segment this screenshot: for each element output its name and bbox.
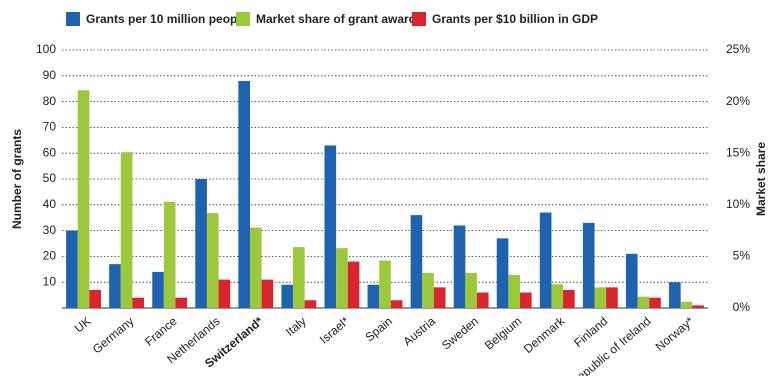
- bar: [669, 282, 681, 308]
- bar: [433, 287, 446, 308]
- bar: [238, 80, 250, 309]
- bar: [120, 152, 133, 308]
- legend-label: Market share of grant awards: [256, 12, 423, 26]
- y-tick-label: 90: [43, 68, 57, 82]
- x-tick-label: Norway*: [653, 314, 697, 354]
- legend-label: Grants per 10 million people: [86, 12, 248, 26]
- bar: [261, 279, 274, 308]
- bar: [606, 287, 618, 308]
- bar: [347, 261, 360, 308]
- legend: Grants per 10 million people Market share…: [66, 12, 598, 26]
- bar: [324, 145, 337, 308]
- bar: [551, 284, 564, 308]
- bar: [649, 297, 661, 308]
- y2-axis-title: Market share: [754, 142, 768, 216]
- bar: [637, 296, 650, 308]
- bar: [520, 292, 532, 308]
- y-tick-label: 40: [43, 197, 57, 211]
- legend-swatch: [66, 12, 80, 26]
- bar: [367, 284, 380, 308]
- y-tick-label: 60: [43, 145, 57, 159]
- bar: [563, 289, 575, 308]
- bar: [390, 300, 403, 308]
- bar: [539, 212, 552, 308]
- y2-tick-label: 0%: [733, 300, 751, 314]
- bar: [152, 271, 164, 308]
- bar: [496, 238, 509, 308]
- bar: [453, 225, 466, 308]
- x-tick-label: Spain: [362, 314, 395, 344]
- x-tick-label: Denmark: [521, 313, 568, 356]
- bar: [680, 301, 693, 308]
- bar: [336, 248, 348, 308]
- bar: [66, 230, 78, 308]
- bar: [410, 215, 423, 308]
- bar: [508, 274, 521, 308]
- y-tick-label: 10: [43, 274, 57, 288]
- bar: [465, 272, 477, 308]
- y2-tick-label: 15%: [726, 145, 750, 159]
- bar: [77, 90, 90, 308]
- bar: [293, 247, 305, 308]
- y2-tick-label: 25%: [726, 42, 750, 56]
- y-tick-label: 30: [43, 223, 57, 237]
- legend-label: Grants per $10 billion in GDP: [432, 12, 598, 26]
- x-tick-label: Israel*: [317, 314, 352, 347]
- y-tick-label: 20: [43, 249, 57, 263]
- x-tick-label: Finland: [571, 314, 610, 350]
- x-tick-label: Sweden: [439, 314, 481, 353]
- y2-tick-label: 10%: [726, 197, 750, 211]
- bar: [132, 297, 145, 308]
- x-tick-label: Italy: [283, 314, 309, 339]
- x-tick-label: France: [142, 314, 180, 349]
- bar: [304, 300, 317, 308]
- bar: [89, 289, 101, 308]
- bar: [594, 287, 607, 308]
- x-tick-label: Austria: [400, 314, 438, 349]
- x-tick-label: Germany: [90, 314, 137, 356]
- bar: [379, 260, 391, 308]
- legend-swatch: [412, 12, 426, 26]
- bar: [422, 272, 434, 308]
- bar: [195, 179, 207, 308]
- y-tick-label: 80: [43, 94, 57, 108]
- y-tick-label: 50: [43, 171, 57, 185]
- legend-swatch: [236, 12, 250, 26]
- x-tick-label: Belgium: [482, 314, 524, 353]
- bar: [582, 222, 595, 308]
- bar: [692, 305, 704, 308]
- bar: [206, 213, 219, 308]
- x-tick-label: UK: [72, 314, 94, 335]
- bar: [109, 264, 121, 308]
- y-tick-label: 70: [43, 120, 57, 134]
- y2-tick-label: 20%: [726, 94, 750, 108]
- bar: [476, 292, 489, 308]
- bar: [218, 279, 231, 308]
- bar: [163, 201, 176, 308]
- y-axis-title: Number of grants: [10, 129, 24, 229]
- bar: [281, 284, 294, 308]
- y-tick-label: 100: [36, 42, 56, 56]
- y2-tick-label: 5%: [733, 249, 751, 263]
- bar: [249, 227, 262, 308]
- bar: [625, 253, 638, 308]
- bar: [175, 297, 188, 308]
